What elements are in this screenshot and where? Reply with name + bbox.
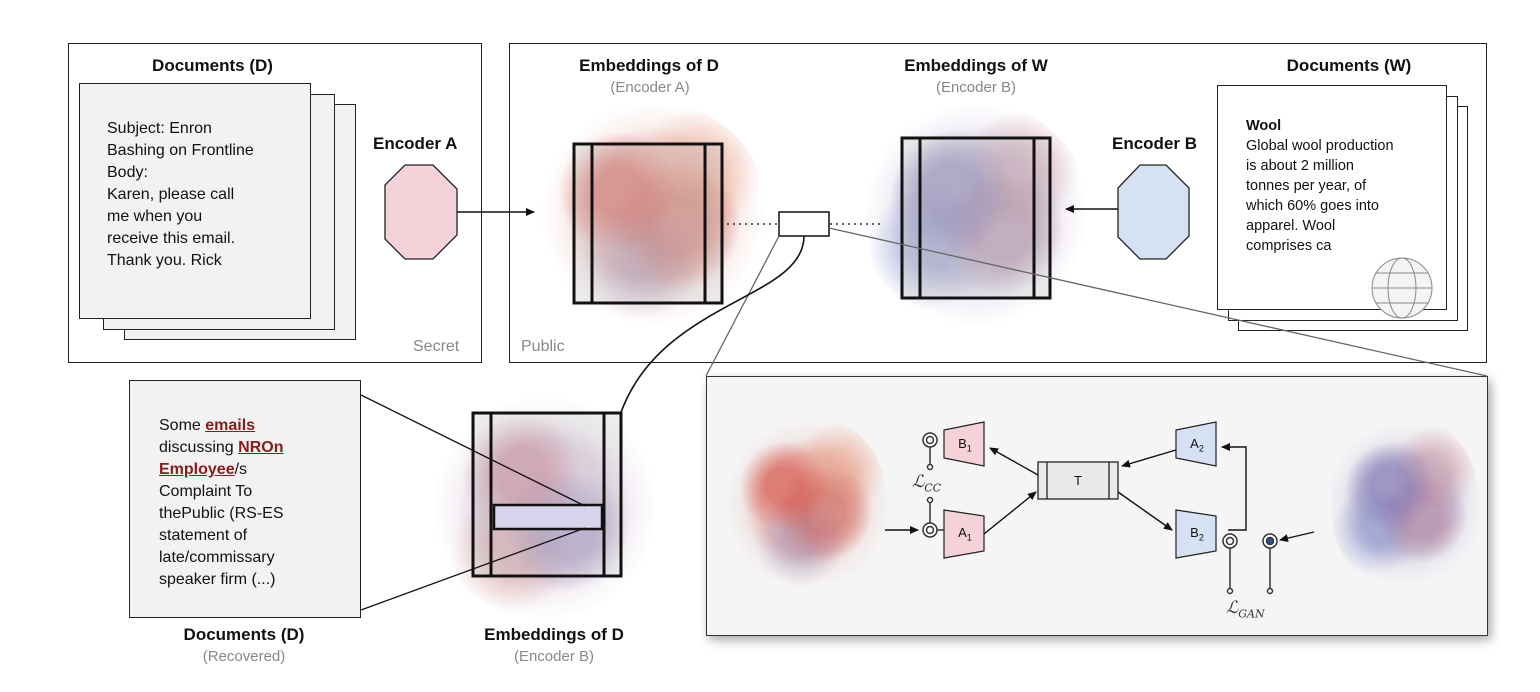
curve-translator-to-bottom — [619, 235, 805, 416]
encoder-a-shape — [384, 164, 458, 260]
embeddings-d-bottom-sub: (Encoder B) — [513, 648, 595, 665]
embeddings-d-bottom-title: Embeddings of D — [484, 625, 624, 644]
a1-label: A1 — [958, 525, 972, 543]
highlight-employee: Employee — [159, 461, 235, 478]
t-label: T — [1074, 473, 1082, 488]
detail-cloud-left — [728, 414, 888, 594]
secret-label: Secret — [413, 338, 460, 355]
encoder-b-label: Encoder B — [1112, 134, 1198, 153]
embeddings-d-title: Embeddings of D — [579, 56, 719, 75]
embeddings-w-sub: (Encoder B) — [935, 79, 1017, 96]
embeddings-d-sub: (Encoder A) — [610, 79, 690, 96]
embedding-matrix-d-recovered — [471, 411, 623, 578]
b1-label: B1 — [958, 436, 972, 454]
a1-block — [943, 509, 985, 559]
b2-block — [1175, 509, 1217, 559]
recovered-document-page — [129, 380, 361, 618]
wikipedia-globe-icon — [1371, 257, 1433, 319]
embedding-cloud-d-encoder-a — [538, 102, 768, 327]
document-d-text: Subject: Enron Bashing on Frontline Body… — [107, 120, 254, 269]
documents-d-title: Documents (D) — [152, 56, 273, 75]
translator-t-block — [1037, 461, 1119, 500]
documents-w-title: Documents (W) — [1286, 56, 1412, 75]
zoom-recovered-bottom — [360, 527, 586, 611]
public-label: Public — [521, 338, 565, 355]
gan-node-right — [1262, 533, 1278, 595]
loss-cc-label: ℒCC — [912, 472, 942, 495]
b1-block — [943, 421, 985, 467]
cc-node-top — [922, 432, 938, 471]
a2-block — [1175, 421, 1217, 467]
recovered-embedding-bar — [492, 503, 604, 531]
document-page-front — [79, 83, 311, 319]
loss-gan-label: ℒGAN — [1226, 598, 1265, 621]
zoom-line-right — [828, 227, 1488, 377]
embedding-matrix-w — [900, 136, 1052, 300]
zoom-recovered-top — [360, 394, 586, 507]
highlight-nron: NROn — [238, 439, 284, 456]
translator-box-small — [778, 211, 830, 237]
a2-label: A2 — [1190, 436, 1204, 454]
detail-cloud-right — [1330, 414, 1480, 594]
recovered-document-text: Some emails discussing NROn Employee/s C… — [159, 417, 284, 588]
documents-recovered-sub: (Recovered) — [202, 648, 286, 665]
highlight-emails: emails — [205, 417, 256, 434]
document-w-text: Wool Global wool production is about 2 m… — [1246, 118, 1394, 254]
encoder-a-label: Encoder A — [373, 134, 458, 153]
gan-node-left — [1222, 533, 1238, 595]
documents-recovered-title: Documents (D) — [183, 625, 305, 644]
embedding-matrix-d — [572, 142, 724, 305]
cc-node-bottom — [922, 496, 944, 538]
encoder-b-shape — [1117, 164, 1190, 260]
embeddings-w-title: Embeddings of W — [904, 56, 1048, 75]
zoom-line-left — [705, 235, 780, 377]
b2-label: B2 — [1190, 525, 1204, 543]
